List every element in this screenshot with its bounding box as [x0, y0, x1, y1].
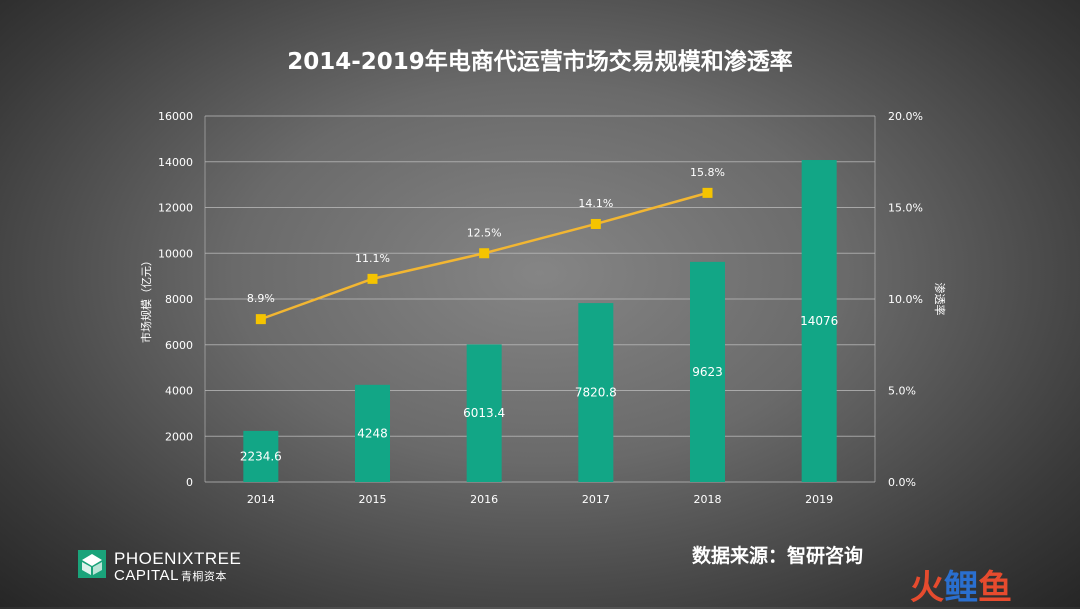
line-marker [702, 187, 713, 198]
line-marker [590, 218, 601, 229]
y-axis-right: 0.0% 5.0% 10.0% 15.0% 20.0% [888, 110, 923, 489]
y2-tick-label: 5.0% [888, 385, 916, 398]
line-marker [367, 273, 378, 284]
x-tick-label: 2019 [805, 493, 833, 506]
y-tick-label: 4000 [165, 385, 193, 398]
bar-data-label: 2234.6 [240, 449, 282, 463]
phoenixtree-logo-icon [78, 550, 106, 578]
y-tick-label: 8000 [165, 293, 193, 306]
y-tick-label: 6000 [165, 339, 193, 352]
y2-tick-label: 15.0% [888, 202, 923, 215]
y2-tick-label: 10.0% [888, 293, 923, 306]
bar [243, 430, 279, 482]
data-source: 数据来源：智研咨询 [692, 545, 864, 567]
bar [578, 303, 614, 482]
line-data-label: 12.5% [467, 226, 502, 239]
bar [801, 160, 837, 482]
y-tick-label: 2000 [165, 430, 193, 443]
bar-data-label: 4248 [357, 426, 388, 440]
bar-data-label: 9623 [692, 365, 723, 379]
y-tick-label: 12000 [158, 202, 193, 215]
line-data-label: 11.1% [355, 252, 390, 265]
y2-tick-label: 0.0% [888, 476, 916, 489]
bars [243, 160, 837, 482]
y-tick-label: 10000 [158, 247, 193, 260]
gridlines [204, 115, 876, 483]
logo-text-cn: 青桐资本 [180, 570, 227, 583]
logo-text-line1: PHOENIXTREE [114, 549, 242, 568]
y-axis-right-title: 渗透率 [933, 283, 947, 316]
x-tick-label: 2016 [470, 493, 498, 506]
logo-text-capital: CAPITAL [114, 567, 179, 584]
y-axis-left: 0 2000 4000 6000 8000 10000 12000 14000 16000 [158, 110, 193, 489]
logo-text-line2: CAPITAL 青桐资本 [114, 567, 227, 584]
line-marker [255, 314, 266, 325]
x-tick-label: 2015 [359, 493, 387, 506]
y-tick-label: 14000 [158, 156, 193, 169]
x-tick-label: 2014 [247, 493, 275, 506]
x-tick-label: 2017 [582, 493, 610, 506]
bar [690, 261, 725, 482]
bar-data-label: 7820.8 [575, 386, 617, 400]
bar-data-label: 14076 [800, 314, 838, 328]
y-tick-label: 16000 [158, 110, 193, 123]
bar-labels: 2234.6 4248 6013.4 7820.8 9623 14076 [240, 314, 838, 463]
line-data-label: 8.9% [247, 292, 275, 305]
watermark-char-1: 火 [910, 568, 944, 608]
y2-tick-label: 20.0% [888, 110, 923, 123]
bar [466, 344, 502, 482]
line-series: 8.9% 11.1% 12.5% 14.1% 15.8% [247, 166, 725, 325]
watermark-logo: 火鲤鱼 [910, 560, 1012, 609]
x-tick-label: 2018 [694, 493, 722, 506]
x-axis: 2014 2015 2016 2017 2018 2019 [247, 493, 833, 506]
line-data-label: 14.1% [578, 197, 613, 210]
chart-title: 2014-2019年电商代运营市场交易规模和渗透率 [287, 49, 793, 75]
watermark-char-2: 鲤 [944, 568, 978, 608]
watermark-char-3: 鱼 [978, 568, 1012, 608]
y-axis-left-title: 市场规模（亿元） [139, 255, 153, 343]
y-tick-label: 0 [186, 476, 193, 489]
bar-data-label: 6013.4 [463, 406, 505, 420]
line-marker [479, 248, 490, 259]
bar [355, 384, 390, 482]
line-data-label: 15.8% [690, 166, 725, 179]
